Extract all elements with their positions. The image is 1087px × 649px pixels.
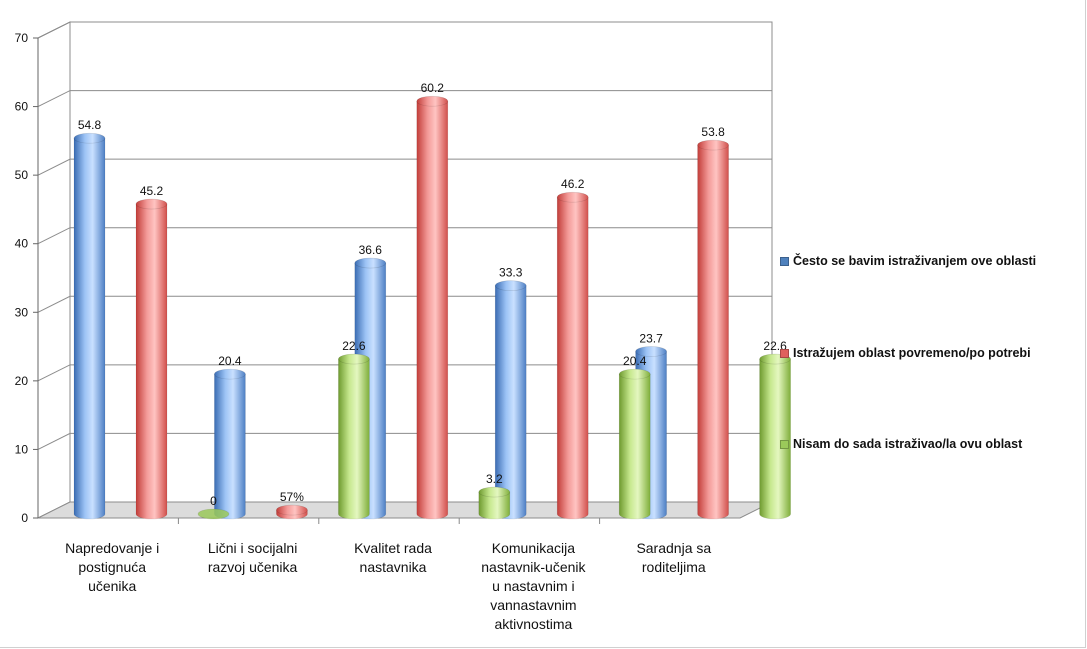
data-label: 33.3 <box>499 266 523 280</box>
x-tick-label: Komunikacija nastavnik-učenik u nastavnim … <box>481 540 586 632</box>
bar-2-4 <box>556 191 589 520</box>
bar-body <box>556 196 589 520</box>
y-tick-label: 70 <box>15 31 29 45</box>
bar-2-1 <box>135 198 168 520</box>
data-label: 22.6 <box>342 339 366 353</box>
legend-label: Nisam do sada istraživao/la ovu oblast <box>793 437 1023 451</box>
side-wall <box>37 21 71 519</box>
y-tick-label: 30 <box>15 305 29 319</box>
data-label: 20.4 <box>218 354 242 368</box>
bar-cap <box>214 368 246 380</box>
x-tick-label-line: učenika <box>88 578 136 594</box>
y-tick-label: 50 <box>15 168 29 182</box>
legend-label: Istražujem oblast povremeno/po potrebi <box>793 346 1031 360</box>
data-label: 53.8 <box>701 125 725 139</box>
bar-1-1 <box>73 132 106 520</box>
gridline <box>37 21 772 39</box>
gridline <box>37 364 772 382</box>
bar-cap <box>494 280 527 291</box>
bar-body <box>73 137 106 520</box>
legend-label: Često se bavim istraživanjem ove oblasti <box>793 254 1037 268</box>
data-label: 20.4 <box>623 354 647 368</box>
bar-cap <box>697 139 729 151</box>
x-tick-label: Kvalitet rada nastavnika <box>354 540 432 575</box>
data-label: 36.6 <box>359 243 383 257</box>
bar-cap <box>276 504 308 516</box>
bar-body <box>135 203 168 520</box>
x-tick-label-line: Kvalitet rada <box>354 540 432 556</box>
y-tick-label: 0 <box>21 511 28 525</box>
x-tick-label-line: Lični i socijalni <box>208 540 297 556</box>
y-tick-label: 60 <box>15 100 29 114</box>
x-tick-label: Napredovanje i postignuća učenika <box>65 540 159 594</box>
bar-cap <box>73 132 106 144</box>
data-label: 45.2 <box>140 184 164 198</box>
x-tick-label-line: vannastavnim <box>490 597 576 613</box>
x-tick-label-line: roditeljima <box>642 559 706 575</box>
data-label: 0 <box>210 494 217 508</box>
legend-item-series-3: Nisam do sada istraživao/la ovu oblast <box>780 437 1080 451</box>
legend-swatch <box>780 439 789 449</box>
bar-body <box>416 100 449 520</box>
data-label: 46.2 <box>561 177 585 191</box>
legend-swatch <box>780 348 789 358</box>
data-label: 60.2 <box>421 81 445 95</box>
x-tick-label-line: nastavnik-učenik <box>481 559 586 575</box>
bar-cap <box>618 368 651 380</box>
bar-2-5 <box>697 139 729 520</box>
bar-body <box>214 373 246 520</box>
bar-cap <box>416 95 449 107</box>
x-tick-label-line: Saradnja sa <box>636 540 711 556</box>
x-tick-label-line: nastavnika <box>360 559 427 575</box>
x-tick-label-line: Napredovanje i <box>65 540 159 556</box>
x-tick-label-line: razvoj učenika <box>208 559 298 575</box>
bar-body <box>618 373 651 520</box>
bar-cap <box>478 486 511 498</box>
x-tick-label-line: u nastavnim i <box>492 578 574 594</box>
x-tick-label: Saradnja sa roditeljima <box>636 540 711 575</box>
y-tick-label: 20 <box>15 374 29 388</box>
y-tick-label: 40 <box>15 237 29 251</box>
y-tick-label: 10 <box>15 442 29 456</box>
data-label: 54.8 <box>78 118 102 132</box>
gridline <box>37 158 772 176</box>
bar-cap <box>556 191 589 203</box>
x-tick-label-line: Komunikacija <box>492 540 575 556</box>
x-tick-label-line: postignuća <box>78 559 146 575</box>
bar-body <box>478 491 511 520</box>
bar-3-1 <box>197 508 230 520</box>
bar-chart: 0 10 20 30 40 50 60 70 54.8 20.4 36.6 33.3 23.7 45.2… <box>15 21 791 632</box>
gridline <box>37 90 772 108</box>
bar-1-2 <box>214 368 246 520</box>
bar-3-3 <box>478 486 511 520</box>
legend-item-series-1: Često se bavim istraživanjem ove oblasti <box>780 254 1080 268</box>
bar-cap <box>354 257 387 269</box>
bar-body <box>759 358 791 520</box>
legend-item-series-2: Istražujem oblast povremeno/po potrebi <box>780 346 1080 360</box>
gridline <box>37 295 772 313</box>
data-label: 3.2 <box>486 472 503 486</box>
bar-2-3 <box>416 95 449 520</box>
data-label: 57% <box>280 490 304 504</box>
bar-3-2 <box>338 353 370 520</box>
gridline <box>37 432 772 450</box>
bar-body <box>338 358 370 520</box>
bar-cap <box>338 353 370 365</box>
bar-cap <box>197 508 230 520</box>
x-tick-label: Lični i socijalni razvoj učenika <box>208 540 298 575</box>
data-label: 23.7 <box>639 331 663 345</box>
x-tick-label-line: aktivnostima <box>494 616 572 632</box>
bar-body <box>697 144 729 520</box>
legend-swatch <box>780 256 789 266</box>
gridline <box>37 227 772 245</box>
bar-cap <box>135 198 168 210</box>
bar-2-2 <box>276 504 308 520</box>
bar-cap <box>635 346 667 357</box>
bar-3-4 <box>618 368 651 520</box>
